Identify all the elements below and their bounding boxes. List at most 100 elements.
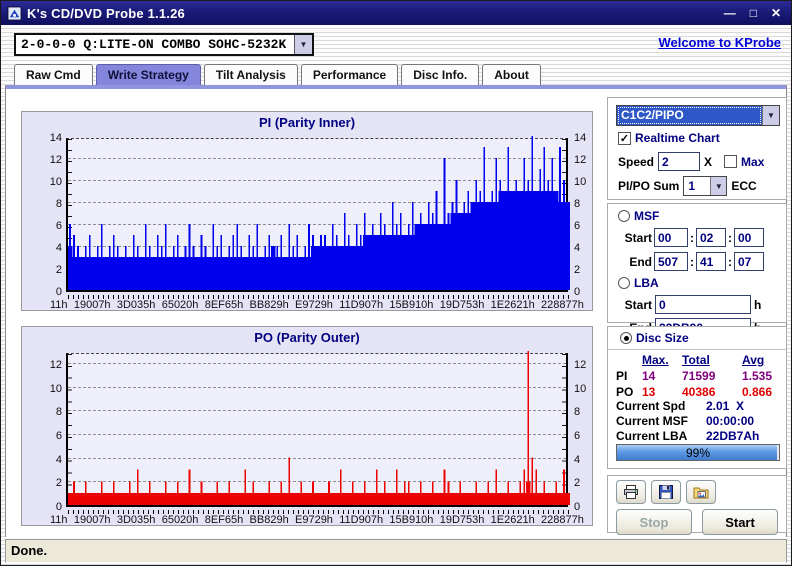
pi-max: 14 [642,369,656,383]
y-tick-label: 6 [574,220,581,232]
po-total: 40386 [682,385,716,399]
current-spd-label: Current Spd [616,399,686,413]
x-tick-label: 65020h [161,299,199,311]
actions-group: Stop Start [607,475,787,535]
current-lba-label: Current LBA [616,429,688,443]
chart-controls-group: C1C2/PIPO ▼ ✓ Realtime Chart Speed X Max… [607,97,787,200]
stats-header-max: Max. [642,353,669,367]
y-tick-label: 8 [574,198,581,210]
hex-suffix: h [754,297,762,312]
x-tick-label: 11h [50,514,68,526]
tab-about[interactable]: About [482,64,541,85]
y-tick-label: 6 [55,220,62,232]
progress-percent: 99% [685,446,711,460]
pi-plot-area [66,136,570,292]
minimize-button[interactable]: — [723,6,736,20]
disc-size-radio[interactable] [620,332,632,344]
maximize-button[interactable]: □ [749,6,757,20]
x-tick-label: E9729h [295,299,333,311]
x-axis-ticks [68,510,570,514]
current-lba-value: 22DB7Ah [706,429,760,443]
progress-bar: 99% [616,444,780,461]
chevron-down-icon[interactable]: ▼ [294,35,312,54]
speed-label: Speed [618,154,655,169]
x-tick-label: 19D753h [439,514,485,526]
start-button[interactable]: Start [702,509,778,535]
msf-end-min[interactable] [654,252,688,271]
pi-avg: 1.535 [742,369,773,383]
msf-start-sec[interactable] [696,228,726,247]
lba-label: LBA [634,276,659,290]
tab-write-strategy[interactable]: Write Strategy [95,64,201,85]
mode-select[interactable]: C1C2/PIPO ▼ [616,105,780,126]
mode-select-value: C1C2/PIPO [617,106,762,125]
max-speed-label: Max [741,154,765,169]
x-tick-label: 228877h [541,514,584,526]
divider [608,349,786,350]
y-tick-label: 2 [574,264,581,276]
x-tick-label: BB829h [249,299,289,311]
y-tick-label: 8 [55,406,62,419]
app-icon [7,5,22,21]
msf-radio[interactable] [618,210,630,222]
image-folder-icon [693,487,709,499]
y-tick-label: 12 [574,154,587,166]
x-tick-label: 65020h [161,514,199,526]
y-tick-label: 0 [55,501,62,513]
x-tick-label: 15B910h [389,299,434,311]
x-tick-label: 228877h [541,299,584,311]
pipo-sum-value: 1 [684,177,711,195]
x-tick-label: 19D753h [439,299,485,311]
tab-disc-info[interactable]: Disc Info. [401,64,480,85]
po-avg: 0.866 [742,385,773,399]
po-plot-area [66,351,570,507]
msf-end-frame[interactable] [734,252,764,271]
tab-bar: Raw Cmd Write Strategy Tilt Analysis Per… [1,63,791,85]
chevron-down-icon[interactable]: ▼ [710,177,727,195]
msf-end-sec[interactable] [696,252,726,271]
chevron-down-icon[interactable]: ▼ [762,106,779,125]
printer-icon [624,485,638,499]
drive-select[interactable]: 2-0-0-0 Q:LITE-ON COMBO SOHC-5232K NK07 … [14,33,314,56]
pipo-sum-label: PI/PO Sum [618,179,680,193]
floppy-disk-icon [659,485,673,499]
realtime-chart-checkbox[interactable]: ✓ [618,131,631,145]
colon-separator: : [690,254,694,269]
y-tick-label: 10 [574,382,587,395]
current-msf-label: Current MSF [616,414,688,428]
x-tick-label: 11h [50,299,68,311]
lba-start-input[interactable] [655,295,751,314]
msf-start-min[interactable] [654,228,688,247]
lba-radio[interactable] [618,277,630,289]
header-row: 2-0-0-0 Q:LITE-ON COMBO SOHC-5232K NK07 … [1,25,791,63]
y-tick-label: 10 [49,382,62,395]
save-button[interactable] [651,480,681,504]
lba-start-label: Start [624,297,652,312]
print-button[interactable] [616,480,646,504]
save-image-button[interactable] [686,480,716,504]
tab-tilt-analysis[interactable]: Tilt Analysis [203,64,298,85]
tab-raw-cmd[interactable]: Raw Cmd [14,64,93,85]
welcome-link[interactable]: Welcome to KProbe [658,35,781,50]
stop-button[interactable]: Stop [616,509,692,535]
x-tick-label: 3D035h [116,299,156,311]
x-tick-label: E9729h [295,514,333,526]
pipo-sum-select[interactable]: 1 ▼ [683,176,728,196]
x-tick-label: BB829h [249,514,289,526]
y-tick-label: 8 [574,406,581,419]
y-tick-label: 2 [55,477,62,490]
tab-performance[interactable]: Performance [300,64,399,85]
x-axis-ticks [68,295,570,299]
stats-header-total: Total [682,353,710,367]
x-tick-label: 8EF65h [204,299,244,311]
drive-select-value: 2-0-0-0 Q:LITE-ON COMBO SOHC-5232K NK07 [21,37,294,52]
stats-header-avg: Avg [742,353,765,367]
close-button[interactable]: ✕ [770,6,781,20]
msf-start-frame[interactable] [734,228,764,247]
speed-input[interactable] [658,152,701,171]
pi-chart: PI (Parity Inner) 11h 19007h 3D035h 65020h 8… [21,111,593,311]
y-tick-label: 10 [49,176,62,188]
y-tick-label: 12 [49,154,62,166]
max-speed-checkbox[interactable] [724,155,738,168]
